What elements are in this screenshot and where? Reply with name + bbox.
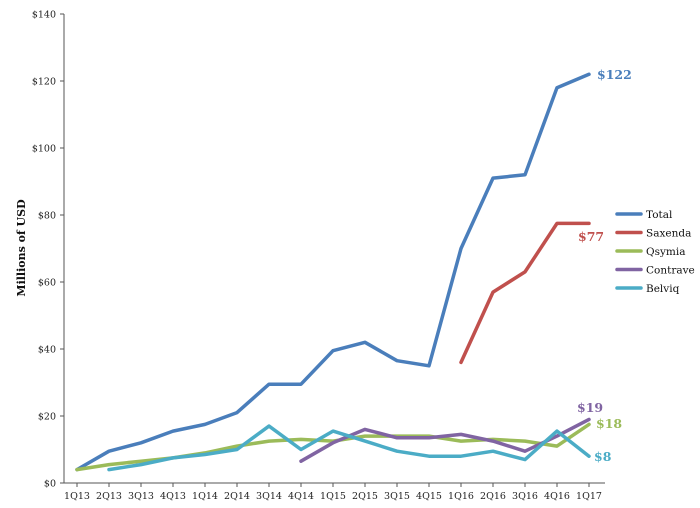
series-line-saxenda xyxy=(459,221,591,365)
x-tick-label: 1Q16 xyxy=(448,491,474,502)
legend-label-belviq: Belviq xyxy=(646,283,680,295)
legend-label-total: Total xyxy=(646,209,673,221)
x-tick-label: 3Q14 xyxy=(256,491,282,502)
end-label-saxenda: $77 xyxy=(578,229,604,244)
x-tick-label: 4Q15 xyxy=(416,491,442,502)
y-tick-label: $40 xyxy=(38,345,56,356)
x-tick-label: 2Q14 xyxy=(224,491,250,502)
y-tick-label: $20 xyxy=(38,412,56,423)
y-tick-label: $80 xyxy=(38,211,56,222)
legend-label-contrave: Contrave xyxy=(646,265,695,277)
end-label-contrave: $19 xyxy=(577,400,603,415)
series-line-total xyxy=(75,72,591,472)
x-tick-label: 1Q13 xyxy=(64,491,90,502)
x-tick-label: 1Q14 xyxy=(192,491,218,502)
x-tick-label: 2Q13 xyxy=(96,491,122,502)
end-label-qsymia: $18 xyxy=(596,416,622,431)
y-axis-label: Millions of USD xyxy=(15,199,28,297)
end-labels: $122 $77 $18$19 $8 xyxy=(577,67,632,464)
end-label-belviq: $8 xyxy=(594,449,612,464)
legend-label-qsymia: Qsymia xyxy=(646,246,686,258)
y-tick-label: $60 xyxy=(38,278,56,289)
axes xyxy=(63,14,605,484)
legend: Total Saxenda Qsymia Contrave Belviq xyxy=(615,209,695,295)
x-tick-label: 3Q15 xyxy=(384,491,410,502)
y-tick-labels: $0 $20 $40 $60 $80 $100 $120 $140 xyxy=(32,10,64,490)
series-lines xyxy=(75,72,591,472)
x-tick-label: 4Q13 xyxy=(160,491,186,502)
x-tick-label: 1Q17 xyxy=(576,491,602,502)
x-tick-labels: 1Q13 2Q13 3Q13 4Q13 1Q14 2Q14 3Q14 4Q14 1Q15 2Q15… xyxy=(64,483,602,502)
y-tick-label: $0 xyxy=(44,479,56,490)
end-label-total: $122 xyxy=(597,67,632,82)
series-line-belviq xyxy=(107,424,591,472)
x-tick-label: 3Q13 xyxy=(128,491,154,502)
x-tick-label: 3Q16 xyxy=(512,491,538,502)
y-tick-label: $120 xyxy=(32,77,56,88)
y-tick-label: $100 xyxy=(32,144,56,155)
x-tick-label: 4Q16 xyxy=(544,491,570,502)
legend-label-saxenda: Saxenda xyxy=(646,228,691,240)
x-tick-label: 2Q15 xyxy=(352,491,378,502)
y-tick-label: $140 xyxy=(32,10,56,21)
x-tick-label: 4Q14 xyxy=(288,491,314,502)
x-tick-label: 2Q16 xyxy=(480,491,506,502)
x-tick-label: 1Q15 xyxy=(320,491,346,502)
